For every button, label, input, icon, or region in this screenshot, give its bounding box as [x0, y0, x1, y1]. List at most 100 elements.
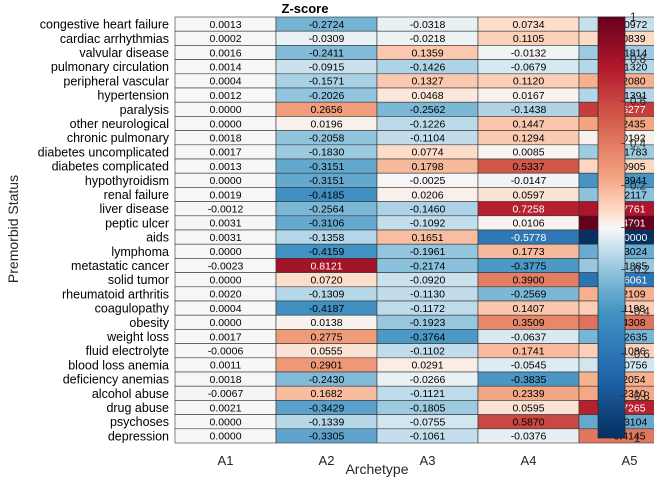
colorbar: 1 0.8 0.6 0.4 0.2 0 -0.2 -0.4 -0.6 -0.8 -1: [597, 12, 650, 445]
colorbar-tick-label: 0.4: [630, 138, 647, 150]
cell-value-label: 0.2901: [310, 360, 342, 372]
cell-value-label: -0.2411: [309, 47, 344, 59]
cell-value-label: -0.0915: [309, 62, 345, 74]
cell-value-label: -0.3775: [511, 260, 547, 272]
row-label: hypothyroidism: [85, 174, 169, 188]
cell-value-label: -0.3151: [309, 161, 345, 173]
cell-value-label: 0.0017: [209, 331, 241, 343]
cell-value-label: 0.0000: [209, 317, 241, 329]
cell-value-label: -0.0218: [410, 33, 446, 45]
cell-value-label: -0.0755: [410, 417, 446, 429]
colorbar-tick-label: -1: [630, 433, 640, 445]
cell-value-label: 0.0774: [411, 147, 443, 159]
cell-value-label: -0.0637: [511, 331, 547, 343]
colorbar-tick-label: 0.2: [630, 180, 646, 192]
cell-value-label: -0.4159: [309, 246, 345, 258]
cell-value-label: -0.3151: [309, 175, 345, 187]
cell-value-label: -0.0679: [511, 62, 547, 74]
cell-value-label: -0.3835: [511, 374, 547, 386]
cell-value-label: -0.0309: [309, 33, 345, 45]
cell-value-label: 0.1741: [512, 346, 544, 358]
column-labels: A1A2A3A4A5A6: [218, 453, 638, 468]
cell-value-label: 0.0291: [411, 360, 443, 372]
cell-value-label: 0.1105: [513, 33, 544, 45]
x-axis-label: Archetype: [345, 461, 408, 477]
cell-value-label: 0.0106: [512, 218, 544, 230]
cell-value-label: -0.4185: [309, 189, 345, 201]
cell-value-label: -0.1061: [410, 431, 446, 443]
cell-value-label: -0.1426: [410, 62, 446, 74]
cell-value-label: -0.0012: [208, 204, 244, 216]
cell-value-label: -0.2026: [309, 90, 345, 102]
cell-value-label: 0.1407: [512, 303, 544, 315]
cell-value-label: -0.2174: [410, 260, 446, 272]
cell-value-label: 0.0031: [209, 218, 241, 230]
cell-value-label: -0.1460: [410, 204, 446, 216]
cell-value-label: 0.1120: [513, 76, 544, 88]
cell-value-label: -0.1121: [410, 388, 445, 400]
cell-value-label: 0.0000: [209, 118, 241, 130]
cell-value-label: 0.2339: [512, 388, 544, 400]
chart-title: Z-score: [282, 1, 329, 16]
cell-value-label: 0.0720: [310, 275, 342, 287]
column-label: A5: [622, 453, 638, 468]
cell-value-label: 0.0000: [209, 104, 241, 116]
cell-value-label: 0.2775: [310, 331, 342, 343]
row-label: cardiac arrhythmias: [60, 32, 169, 46]
row-label: paralysis: [120, 103, 169, 117]
cell-value-label: -0.0132: [511, 47, 547, 59]
cell-value-label: 0.0206: [411, 189, 443, 201]
cell-value-label: 0.0020: [209, 289, 241, 301]
row-label: weight loss: [106, 330, 169, 344]
cell-value-label: 0.5870: [512, 417, 544, 429]
cell-value-label: 0.0017: [209, 147, 241, 159]
colorbar-tick-label: 0.8: [630, 54, 646, 66]
cell-value-label: -0.0545: [511, 360, 547, 372]
cell-value-label: -0.4187: [309, 303, 345, 315]
row-label: diabetes complicated: [52, 160, 169, 174]
cell-value-label: 0.0011: [210, 360, 241, 372]
row-label: diabetes uncomplicated: [38, 145, 169, 159]
cell-value-label: -0.1092: [410, 218, 446, 230]
row-label: obesity: [129, 316, 169, 330]
cell-value-label: 0.0000: [209, 175, 241, 187]
cell-value-label: 0.1447: [512, 118, 544, 130]
cell-value-label: -0.0266: [410, 374, 446, 386]
column-label: A1: [218, 453, 234, 468]
cell-value-label: -0.1130: [410, 289, 445, 301]
colorbar-tick-label: 0: [630, 223, 636, 235]
cell-value-label: 0.3900: [512, 275, 544, 287]
cell-value-label: 0.1327: [411, 76, 443, 88]
row-label: fluid electrolyte: [86, 344, 169, 358]
cell-value-label: 0.0018: [209, 374, 241, 386]
cell-value-label: -0.2724: [309, 19, 345, 31]
cell-value-label: 0.7258: [512, 204, 544, 216]
cell-value-label: 0.0000: [209, 431, 241, 443]
cell-value-label: 0.0021: [209, 402, 241, 414]
cell-value-label: -0.0920: [410, 275, 446, 287]
cell-value-label: 0.0012: [209, 90, 241, 102]
column-label: A2: [319, 453, 335, 468]
cell-value-label: 0.0000: [209, 246, 241, 258]
colorbar-gradient: [597, 16, 626, 439]
cell-value-label: 0.0468: [411, 90, 443, 102]
cell-value-label: 0.0018: [209, 133, 241, 145]
cell-value-label: 0.0004: [209, 303, 241, 315]
cell-value-label: 0.0013: [209, 19, 241, 31]
cell-value-label: -0.1104: [410, 133, 445, 145]
cell-value-label: 0.0734: [512, 19, 544, 31]
y-axis-label: Premorbid Status: [5, 175, 21, 283]
cell-value-label: -0.1172: [410, 303, 445, 315]
cell-value-label: -0.1339: [309, 417, 345, 429]
cell-value-label: -0.1923: [410, 317, 446, 329]
row-label: metastatic cancer: [71, 259, 169, 273]
cell-value-label: 0.8121: [310, 260, 342, 272]
cell-value-label: 0.0014: [209, 62, 241, 74]
cell-value-label: -0.2564: [309, 204, 345, 216]
cell-value-label: 0.0000: [209, 275, 241, 287]
cell-value-label: -0.2058: [309, 133, 345, 145]
row-label: psychoses: [110, 415, 169, 429]
colorbar-tick-label: -0.8: [630, 391, 650, 403]
cell-value-label: -0.1961: [410, 246, 446, 258]
